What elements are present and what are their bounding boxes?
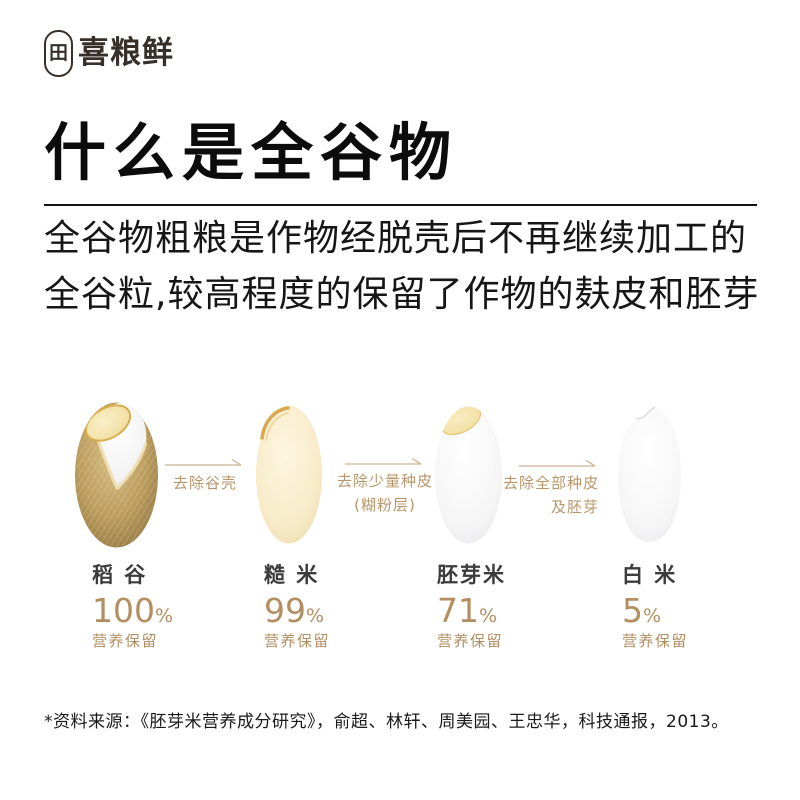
stage-percent: 99% xyxy=(264,591,325,630)
stage-label-paddy: 稻 谷 100% 营养保留 xyxy=(92,559,173,651)
brand-logo-char: 田 xyxy=(48,42,68,64)
brand-logo-text: 喜粮鲜 xyxy=(78,35,174,71)
paddy-grain-illustration xyxy=(75,402,158,548)
arrow-label-remove-some-bran: 去除少量种皮 (糊粉层) xyxy=(336,472,433,514)
description-text: 全谷物粗粮是作物经脱壳后不再继续加工的 全谷粒,较高程度的保留了作物的麸皮和胚芽 xyxy=(44,211,764,323)
arrow-label-remove-husk: 去除谷壳 xyxy=(172,474,237,492)
source-footnote: *资料来源：《胚芽米营养成分研究》，俞超、林轩、周美园、王忠华，科技通报，201… xyxy=(44,712,729,732)
description-line-2: 全谷粒,较高程度的保留了作物的麸皮和胚芽 xyxy=(44,274,760,315)
process-arrow-icon xyxy=(519,459,596,467)
stage-name: 白 米 xyxy=(622,563,678,587)
stage-percent: 5% xyxy=(622,591,662,630)
title-divider xyxy=(44,204,757,206)
stage-retention-label: 营养保留 xyxy=(92,632,159,650)
stage-name: 稻 谷 xyxy=(92,563,148,587)
brand-logo-pill-icon: 田 xyxy=(44,30,73,77)
stage-retention-label: 营养保留 xyxy=(264,632,331,650)
stage-label-brown-rice: 糙 米 99% 营养保留 xyxy=(264,559,330,651)
germ-rice-grain-illustration xyxy=(435,406,502,544)
arrow-label-remove-all-bran-germ: 去除全部种皮 及胚芽 xyxy=(502,474,599,516)
stage-retention-label: 营养保留 xyxy=(622,632,689,650)
stage-percent: 100% xyxy=(92,591,174,630)
description-line-1: 全谷物粗粮是作物经脱壳后不再继续加工的 xyxy=(44,218,748,259)
stage-retention-label: 营养保留 xyxy=(437,632,504,650)
stage-percent: 71% xyxy=(437,591,498,630)
page-title: 什么是全谷物 xyxy=(44,116,459,189)
stage-name: 糙 米 xyxy=(264,563,320,587)
stage-label-white-rice: 白 米 5% 营养保留 xyxy=(622,559,688,651)
brown-rice-grain-illustration xyxy=(256,405,322,544)
process-arrow-icon xyxy=(165,458,242,466)
white-rice-grain-illustration xyxy=(618,406,681,542)
stage-name: 胚芽米 xyxy=(437,563,506,587)
stage-label-germ-rice: 胚芽米 71% 营养保留 xyxy=(437,559,506,651)
brand-logo: 田 喜粮鲜 xyxy=(44,30,174,77)
process-arrow-icon xyxy=(345,457,422,465)
